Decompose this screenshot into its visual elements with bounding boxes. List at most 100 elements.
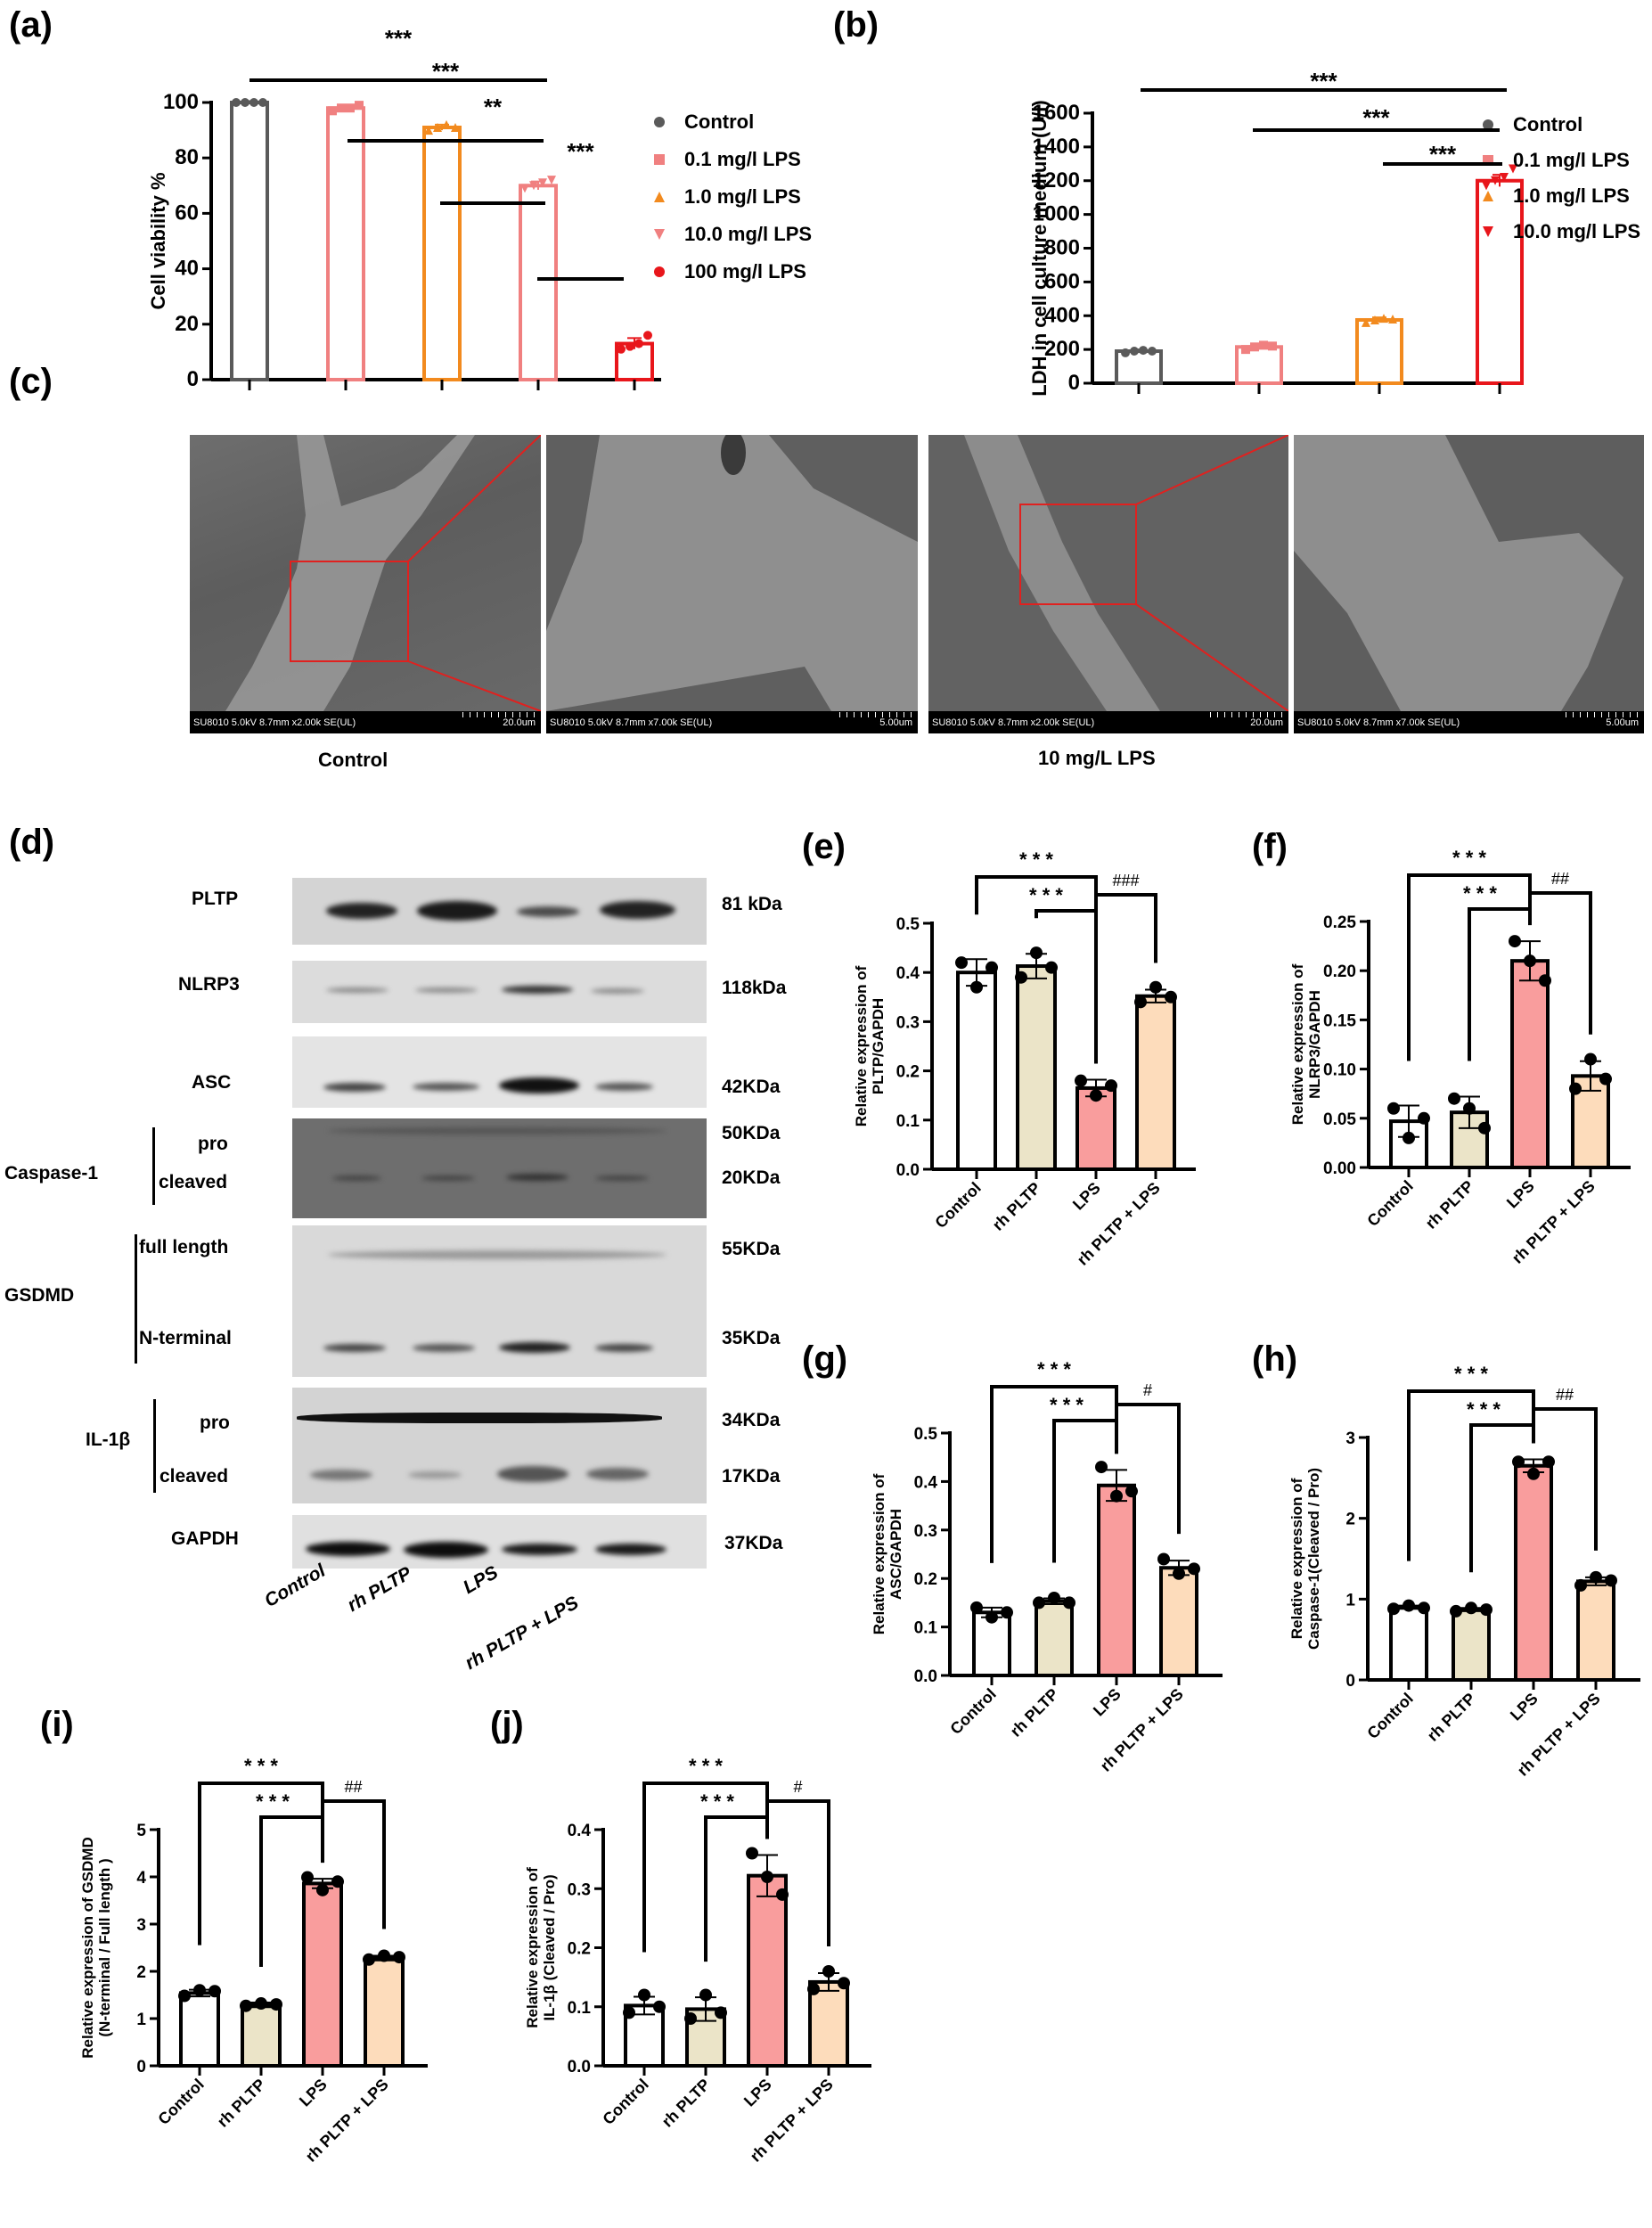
bracket-gsdmd bbox=[135, 1234, 137, 1364]
svg-text:rh PLTP: rh PLTP bbox=[658, 2076, 714, 2131]
svg-text:40: 40 bbox=[175, 257, 199, 281]
blot-pltp bbox=[292, 878, 707, 945]
svg-text:0.0: 0.0 bbox=[568, 2058, 591, 2076]
bar-2 bbox=[1512, 1455, 1555, 1682]
kda-asc: 42KDa bbox=[722, 1077, 781, 1097]
chart-b-ldh-release: 0 200 400 600 800 1000 1200 1400 1600 LDH in cell… bbox=[820, 0, 1652, 397]
kda-nlrp3: 118kDa bbox=[722, 978, 787, 998]
bar-3 bbox=[1157, 1552, 1200, 1677]
svg-text:800: 800 bbox=[1044, 236, 1080, 260]
sem-info-bar: SU8010 5.0kV 8.7mm x2.00k SE(UL) 20.0um bbox=[190, 711, 541, 733]
bar-3 bbox=[1574, 1570, 1617, 1682]
kda-gapdh: 37KDa bbox=[724, 1533, 783, 1553]
panel-label-j: (j) bbox=[490, 1705, 524, 1744]
svg-text:* * *: * * * bbox=[689, 1755, 723, 1777]
svg-text:Control: Control bbox=[1363, 1177, 1416, 1230]
blot-label-gsdmd: GSDMD bbox=[4, 1285, 75, 1306]
svg-text:20: 20 bbox=[175, 312, 199, 336]
bar-1 bbox=[1015, 946, 1058, 1171]
svg-text:Control: Control bbox=[946, 1685, 999, 1738]
svg-text:0.1: 0.1 bbox=[914, 1619, 938, 1638]
svg-text:LPS: LPS bbox=[1090, 1685, 1125, 1720]
blot-label-il1b: IL-1β bbox=[86, 1429, 131, 1450]
svg-text:0.2: 0.2 bbox=[568, 1940, 591, 1959]
svg-text:0.0: 0.0 bbox=[914, 1667, 937, 1686]
sem-caption-control: Control bbox=[318, 749, 388, 771]
bar-1 bbox=[1033, 1591, 1075, 1678]
bar-2 bbox=[301, 1871, 344, 2068]
blot-form-gsdmd-full-length: full length bbox=[139, 1237, 229, 1257]
sem-metadata: SU8010 5.0kV 8.7mm x7.00k SE(UL) bbox=[1297, 717, 1460, 728]
svg-text:3: 3 bbox=[1345, 1429, 1355, 1448]
svg-text:**: ** bbox=[484, 94, 503, 120]
sem-info-bar: SU8010 5.0kV 8.7mm x2.00k SE(UL) 20.0um bbox=[928, 711, 1288, 733]
kda-gsdmd-full: 55KDa bbox=[722, 1239, 781, 1259]
svg-text:rh PLTP: rh PLTP bbox=[1424, 1690, 1479, 1745]
kda-pltp: 81 kDa bbox=[722, 894, 782, 914]
blot-form-il1b-cleaved: cleaved bbox=[159, 1466, 229, 1487]
cell-shape bbox=[1294, 435, 1623, 711]
svg-text:0.2: 0.2 bbox=[914, 1570, 937, 1589]
chart-g-asc-expression: 0.0 0.1 0.2 0.3 0.4 0.5 Relative expression of… bbox=[802, 1319, 1230, 1818]
chart-j-il1b-expression: 0.0 0.1 0.2 0.3 0.4 Relative expression ofIL-… bbox=[446, 1720, 891, 2228]
svg-text:0.5: 0.5 bbox=[896, 915, 920, 934]
svg-text:0.15: 0.15 bbox=[1323, 1012, 1356, 1030]
sem-metadata: SU8010 5.0kV 8.7mm x2.00k SE(UL) bbox=[932, 717, 1095, 728]
svg-text:LPS: LPS bbox=[1507, 1690, 1542, 1724]
bar-3 bbox=[1569, 1053, 1612, 1169]
svg-text:Cell viability %: Cell viability % bbox=[147, 172, 169, 309]
scale-ticks bbox=[1566, 712, 1639, 717]
svg-text:LPS: LPS bbox=[740, 2076, 775, 2110]
svg-text:1: 1 bbox=[1345, 1591, 1355, 1610]
scale-bar-label: 5.00um bbox=[1606, 717, 1639, 728]
chart-e-pltp-expression: 0.0 0.1 0.2 0.3 0.4 0.5 Relative expression of… bbox=[802, 820, 1230, 1319]
svg-text:3: 3 bbox=[136, 1916, 146, 1935]
svg-text:0.1: 0.1 bbox=[568, 1999, 592, 2018]
svg-text:* * *: * * * bbox=[1452, 847, 1486, 869]
svg-text:* * *: * * * bbox=[244, 1755, 278, 1777]
svg-text:0: 0 bbox=[1345, 1672, 1355, 1691]
svg-text:200: 200 bbox=[1044, 337, 1080, 361]
bar-1 bbox=[1448, 1092, 1491, 1169]
chart-i-gsdmd-expression: 0 1 2 3 4 5 Relative expression of GSDMD(N-ter… bbox=[0, 1720, 446, 2228]
bar-0 bbox=[1387, 1102, 1430, 1169]
svg-text:0.00: 0.00 bbox=[1323, 1159, 1356, 1178]
cell-shape bbox=[546, 435, 918, 711]
svg-text:rh PLTP: rh PLTP bbox=[1422, 1177, 1477, 1233]
blot-asc bbox=[292, 1036, 707, 1108]
svg-text:0.5: 0.5 bbox=[914, 1425, 938, 1444]
svg-text:LDH in cell culture medium (U/: LDH in cell culture medium (U/l) bbox=[1028, 100, 1051, 396]
svg-text:0.20: 0.20 bbox=[1323, 962, 1356, 981]
bar-0 bbox=[1387, 1599, 1430, 1682]
chart-f-nlrp3-expression: 0.00 0.05 0.10 0.15 0.20 0.25 Relative express… bbox=[1230, 820, 1652, 1319]
svg-text:* * *: * * * bbox=[1029, 884, 1063, 906]
svg-text:0: 0 bbox=[187, 367, 199, 391]
bar-0 bbox=[1115, 346, 1163, 385]
svg-text:##: ## bbox=[344, 1778, 362, 1796]
sem-image-control-overview: SU8010 5.0kV 8.7mm x2.00k SE(UL) 20.0um bbox=[190, 435, 541, 733]
svg-text:rh PLTP: rh PLTP bbox=[1007, 1685, 1062, 1741]
svg-text:0.3: 0.3 bbox=[914, 1522, 937, 1541]
panel-label-d: (d) bbox=[9, 823, 55, 862]
bar-3 bbox=[1134, 980, 1177, 1171]
svg-text:0.1: 0.1 bbox=[896, 1112, 920, 1131]
svg-text:Control: Control bbox=[684, 111, 754, 133]
svg-text:100: 100 bbox=[163, 90, 199, 114]
svg-text:***: *** bbox=[1310, 68, 1337, 94]
svg-text:100 mg/l LPS: 100 mg/l LPS bbox=[684, 260, 806, 283]
svg-text:***: *** bbox=[385, 25, 413, 52]
svg-text:0.1 mg/l LPS: 0.1 mg/l LPS bbox=[684, 148, 801, 170]
bracket-il1b bbox=[153, 1399, 156, 1493]
bar-3 bbox=[363, 1949, 405, 2068]
svg-text:* * *: * * * bbox=[700, 1790, 734, 1813]
panel-label-c: (c) bbox=[9, 362, 53, 401]
sem-metadata: SU8010 5.0kV 8.7mm x7.00k SE(UL) bbox=[550, 717, 713, 728]
bar-3 bbox=[807, 1965, 850, 2068]
svg-text:0.25: 0.25 bbox=[1323, 913, 1356, 932]
svg-text:##: ## bbox=[1551, 870, 1569, 888]
sem-image-lps-magnified: SU8010 5.0kV 8.7mm x7.00k SE(UL) 5.00um bbox=[1294, 435, 1644, 733]
blot-form-caspase1-pro: pro bbox=[198, 1134, 228, 1154]
lane-label-rh-pltp-lps: rh PLTP + LPS bbox=[462, 1592, 583, 1675]
svg-text:##: ## bbox=[1556, 1386, 1574, 1404]
blot-label-gapdh: GAPDH bbox=[171, 1528, 239, 1549]
